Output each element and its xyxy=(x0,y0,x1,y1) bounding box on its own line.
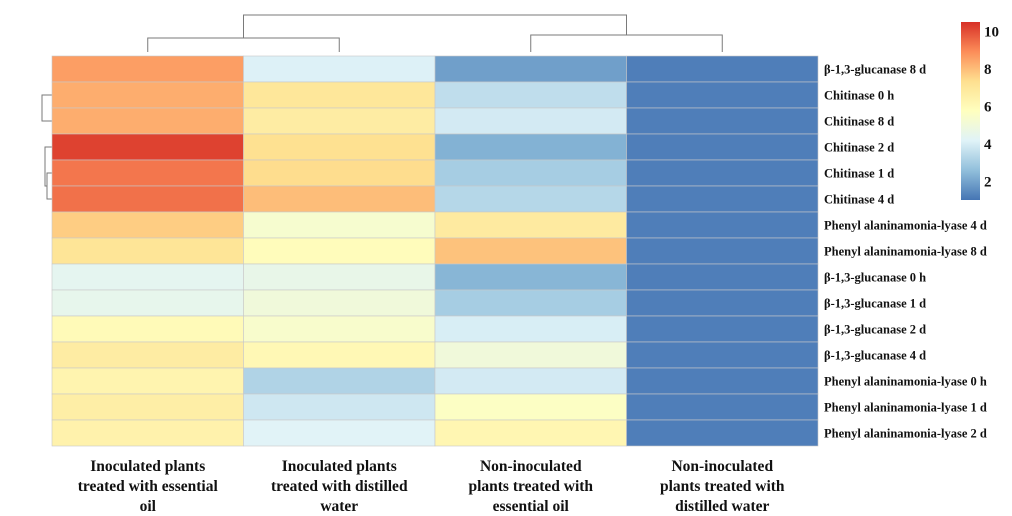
heatmap-cell xyxy=(626,133,819,161)
heatmap-cell xyxy=(434,419,627,447)
heatmap-cell xyxy=(51,263,244,291)
heatmap-cell xyxy=(243,263,436,291)
column-label: Non-inoculated plants treated with distill… xyxy=(660,458,785,515)
column-label: Non-inoculated plants treated with essenti… xyxy=(468,458,593,515)
heatmap-cell xyxy=(434,315,627,343)
heatmap-cell xyxy=(243,341,436,369)
row-label: β-1,3-glucanase 8 d xyxy=(824,63,926,77)
row-label: β-1,3-glucanase 1 d xyxy=(824,297,926,311)
heatmap-cell xyxy=(434,55,627,83)
heatmap-cell xyxy=(626,185,819,213)
heatmap-cell xyxy=(51,237,244,265)
heatmap-cell xyxy=(243,315,436,343)
row-dendrogram-branches xyxy=(41,94,52,200)
heatmap-cell xyxy=(626,263,819,291)
heatmap-cell xyxy=(243,81,436,109)
color-bar xyxy=(961,22,980,200)
heatmap-cell xyxy=(626,159,819,187)
heatmap-cell xyxy=(51,159,244,187)
heatmap-cell xyxy=(243,289,436,317)
heatmap-cell xyxy=(243,393,436,421)
color-bar-tick-label: 10 xyxy=(984,24,999,40)
row-labels: β-1,3-glucanase 8 d Chitinase 0 h Chitinas… xyxy=(824,63,987,441)
heatmap-cell xyxy=(243,133,436,161)
heatmap-cell xyxy=(243,55,436,83)
heatmap-cell xyxy=(626,211,819,239)
row-label: β-1,3-glucanase 4 d xyxy=(824,349,926,363)
heatmap-cell xyxy=(434,159,627,187)
heatmap-cell xyxy=(626,419,819,447)
heatmap-cell xyxy=(434,81,627,109)
heatmap-cell xyxy=(51,81,244,109)
heatmap-cell xyxy=(434,211,627,239)
heatmap-cell xyxy=(51,185,244,213)
heatmap-cells xyxy=(51,55,819,447)
heatmap-cell xyxy=(434,185,627,213)
heatmap-cell xyxy=(51,289,244,317)
heatmap-cell xyxy=(434,393,627,421)
row-label: Chitinase 2 d xyxy=(824,141,894,155)
column-label: Inoculated plants treated with distilled w… xyxy=(271,458,408,515)
heatmap-cell xyxy=(434,367,627,395)
heatmap-cell xyxy=(51,393,244,421)
heatmap-cell xyxy=(434,237,627,265)
row-label: Chitinase 0 h xyxy=(824,89,894,103)
heatmap-cell xyxy=(243,107,436,135)
heatmap-cell xyxy=(51,315,244,343)
row-label: Chitinase 4 d xyxy=(824,193,894,207)
heatmap-cell xyxy=(243,159,436,187)
heatmap-cell xyxy=(51,55,244,83)
column-dendrogram xyxy=(147,14,723,52)
row-label: Phenyl alaninamonia-lyase 2 d xyxy=(824,427,987,441)
color-bar-tick-label: 6 xyxy=(984,99,992,115)
heatmap-cell xyxy=(626,237,819,265)
color-bar-tick-label: 8 xyxy=(984,62,992,78)
row-label: Phenyl alaninamonia-lyase 4 d xyxy=(824,219,987,233)
column-label: Inoculated plants treated with essential o… xyxy=(78,458,219,515)
heatmap-cell xyxy=(51,419,244,447)
heatmap-cell xyxy=(51,107,244,135)
heatmap-cell xyxy=(434,341,627,369)
column-dendrogram-branches xyxy=(147,14,723,52)
row-label: β-1,3-glucanase 2 d xyxy=(824,323,926,337)
color-legend: 2 4 6 8 10 xyxy=(961,22,999,200)
heatmap-cell xyxy=(626,55,819,83)
heatmap-cell xyxy=(626,393,819,421)
heatmap-cell xyxy=(626,315,819,343)
heatmap-cell xyxy=(626,367,819,395)
color-bar-tick-label: 2 xyxy=(984,174,992,190)
heatmap-cell xyxy=(434,263,627,291)
heatmap-cell xyxy=(243,185,436,213)
heatmap-cell xyxy=(243,367,436,395)
column-labels: Inoculated plants treated with essential o… xyxy=(78,458,785,515)
heatmap-cell xyxy=(434,133,627,161)
row-label: Chitinase 1 d xyxy=(824,167,894,181)
heatmap-cell xyxy=(626,289,819,317)
heatmap-cell xyxy=(243,237,436,265)
heatmap-cell xyxy=(243,211,436,239)
heatmap-cell xyxy=(626,107,819,135)
heatmap-cell xyxy=(51,211,244,239)
row-dendrogram xyxy=(41,94,52,200)
row-label: Phenyl alaninamonia-lyase 0 h xyxy=(824,375,987,389)
color-bar-tick-label: 4 xyxy=(984,137,992,153)
color-bar-ticks: 2 4 6 8 10 xyxy=(984,24,999,190)
heatmap-cell xyxy=(51,367,244,395)
row-label: Phenyl alaninamonia-lyase 8 d xyxy=(824,245,987,259)
row-label: Phenyl alaninamonia-lyase 1 d xyxy=(824,401,987,415)
heatmap-cell xyxy=(626,81,819,109)
row-label: β-1,3-glucanase 0 h xyxy=(824,271,926,285)
row-label: Chitinase 8 d xyxy=(824,115,894,129)
heatmap-cell xyxy=(434,107,627,135)
heatmap-cell xyxy=(51,133,244,161)
heatmap-cell xyxy=(434,289,627,317)
heatmap-cell xyxy=(51,341,244,369)
heatmap-cell xyxy=(626,341,819,369)
heatmap-cell xyxy=(243,419,436,447)
